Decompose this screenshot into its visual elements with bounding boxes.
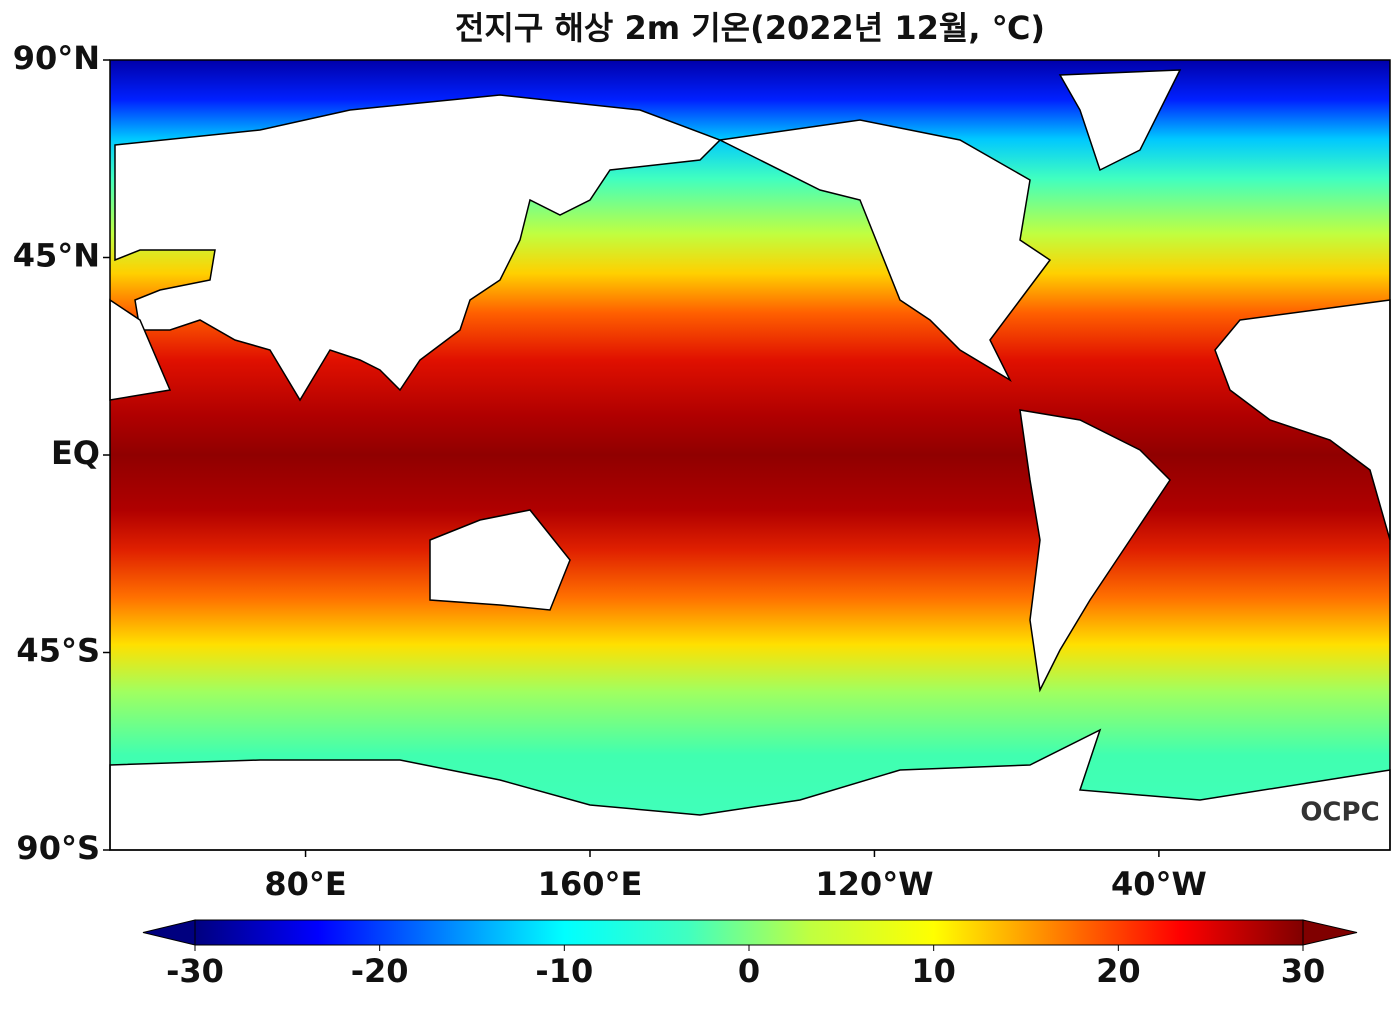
greenland	[1058, 69, 1182, 172]
colorbar-tick-label: -30	[166, 952, 224, 990]
colorbar-tick-label: 30	[1281, 952, 1326, 990]
y-tick-label: 90°S	[16, 829, 100, 867]
y-tick-label: 45°S	[16, 632, 100, 670]
y-tick-label: 45°N	[13, 237, 100, 275]
colorbar-tick-label: 20	[1096, 952, 1141, 990]
colorbar-tick-label: 0	[738, 952, 760, 990]
south-america	[1019, 409, 1171, 693]
colorbar-tick-label: -20	[351, 952, 409, 990]
x-tick-label: 160°E	[538, 865, 643, 903]
x-tick-label: 80°E	[264, 865, 346, 903]
logo: OCPC	[1300, 798, 1379, 828]
x-tick-label: 40°W	[1111, 865, 1207, 903]
x-tick-label: 120°W	[815, 865, 933, 903]
colorbar-tick-label: -10	[535, 952, 593, 990]
map	[109, 59, 1391, 851]
colorbar-extend-high	[1302, 919, 1358, 946]
north-america	[717, 119, 1052, 382]
y-tick-label: EQ	[51, 434, 100, 472]
map-title: 전지구 해상 2m 기온(2022년 12월, ℃)	[455, 9, 1045, 47]
colorbar-tick-label: 10	[911, 952, 956, 990]
eurasia	[114, 94, 722, 402]
colorbar	[194, 919, 1304, 946]
australia	[429, 509, 571, 611]
colorbar-extend-low	[142, 919, 196, 946]
y-tick-label: 90°N	[13, 39, 100, 77]
